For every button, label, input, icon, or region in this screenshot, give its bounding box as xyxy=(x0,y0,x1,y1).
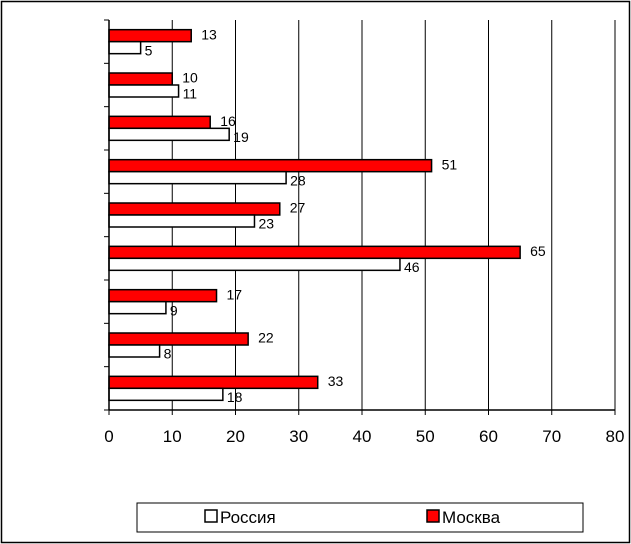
data-label-rossiya-5: 46 xyxy=(404,259,420,275)
bar-moskva-2 xyxy=(108,115,211,130)
x-tick-label-50: 50 xyxy=(416,427,435,446)
x-tick-label-60: 60 xyxy=(479,427,498,446)
bar-rossiya-1 xyxy=(108,84,180,98)
data-label-rossiya-0: 5 xyxy=(145,42,153,58)
data-label-moskva-2: 16 xyxy=(220,113,236,129)
data-label-moskva-1: 10 xyxy=(182,70,198,86)
x-tick-label-20: 20 xyxy=(226,427,245,446)
bar-moskva-5 xyxy=(108,245,521,260)
data-label-rossiya-4: 23 xyxy=(258,216,274,232)
x-tick-label-10: 10 xyxy=(163,427,182,446)
bar-moskva-3 xyxy=(108,158,433,173)
bar-moskva-1 xyxy=(108,72,173,86)
x-tick-label-80: 80 xyxy=(606,427,625,446)
data-label-moskva-5: 65 xyxy=(530,243,546,259)
data-label-rossiya-3: 28 xyxy=(290,172,306,188)
bar-rossiya-8 xyxy=(108,387,224,402)
legend-box xyxy=(136,502,584,533)
bar-moskva-6 xyxy=(108,288,218,303)
axes: 0 10 20 30 40 50 60 70 80 xyxy=(104,19,625,446)
bar-moskva-4 xyxy=(108,202,281,216)
data-label-moskva-8: 33 xyxy=(328,373,344,389)
x-tick-label-40: 40 xyxy=(353,427,372,446)
bar-rossiya-5 xyxy=(108,257,401,272)
legend-label-moskva: Москва xyxy=(442,508,501,527)
x-tick-label-30: 30 xyxy=(289,427,308,446)
bar-rossiya-7 xyxy=(108,344,161,358)
data-label-moskva-3: 51 xyxy=(442,156,458,172)
x-tick-label-0: 0 xyxy=(104,427,113,446)
bar-rossiya-6 xyxy=(108,300,167,315)
legend-swatch-rossiya xyxy=(204,509,218,523)
data-label-rossiya-1: 11 xyxy=(183,86,198,102)
data-label-moskva-0: 13 xyxy=(201,26,217,42)
legend-label-rossiya: Россия xyxy=(220,508,276,527)
x-tick-label-70: 70 xyxy=(542,427,561,446)
bar-rossiya-4 xyxy=(108,214,256,228)
data-label-rossiya-2: 19 xyxy=(233,129,249,145)
legend-swatch-moskva xyxy=(426,509,440,523)
data-label-moskva-7: 22 xyxy=(258,330,274,346)
data-label-moskva-6: 17 xyxy=(227,286,243,302)
bar-moskva-0 xyxy=(108,28,192,43)
data-label-rossiya-8: 18 xyxy=(227,389,243,405)
bar-rossiya-0 xyxy=(108,40,142,55)
data-label-moskva-4: 27 xyxy=(290,200,306,216)
bar-rossiya-2 xyxy=(108,127,230,142)
legend: Россия Москва xyxy=(136,502,584,533)
bar-rossiya-3 xyxy=(108,170,287,185)
data-label-rossiya-6: 9 xyxy=(170,302,178,318)
bar-moskva-7 xyxy=(108,332,249,346)
gridlines xyxy=(171,20,616,410)
bar-moskva-8 xyxy=(108,375,319,390)
data-label-rossiya-7: 8 xyxy=(164,346,172,362)
